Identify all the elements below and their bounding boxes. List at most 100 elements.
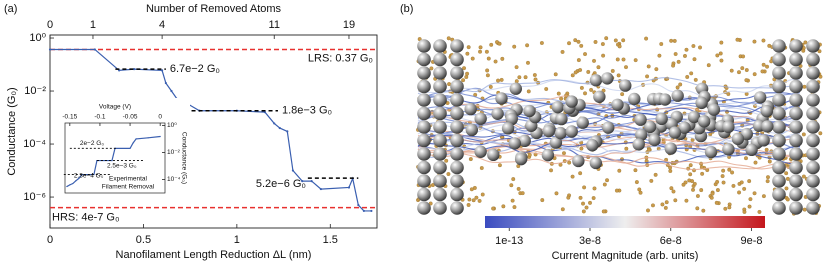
data-point	[370, 209, 373, 213]
oxygen-vacancy	[633, 168, 638, 173]
metal-atom	[806, 160, 820, 175]
oxygen-vacancy	[741, 54, 746, 59]
oxygen-vacancy	[647, 147, 651, 152]
metal-atom	[772, 160, 786, 175]
data-point	[75, 180, 77, 182]
metal-atom	[417, 120, 431, 134]
oxygen-vacancy	[512, 205, 517, 210]
metal-atom	[433, 52, 447, 67]
metal-atom	[549, 136, 563, 149]
metal-atom	[772, 79, 786, 94]
oxygen-vacancy	[683, 54, 687, 58]
oxygen-vacancy	[509, 183, 514, 188]
oxygen-vacancy	[684, 198, 689, 203]
oxygen-vacancy	[671, 63, 676, 68]
reference-label: HRS: 4e-7 G₀	[52, 212, 120, 224]
metal-atom	[772, 106, 786, 121]
metal-atom	[761, 120, 774, 133]
metal-atom	[433, 201, 447, 215]
oxygen-vacancy	[501, 204, 506, 209]
oxygen-vacancy	[581, 201, 585, 206]
simulation-render	[416, 36, 823, 216]
metal-atom	[789, 187, 803, 202]
data-point	[132, 68, 136, 71]
oxygen-vacancy	[576, 58, 581, 63]
oxygen-vacancy	[767, 159, 772, 164]
oxygen-vacancy	[817, 49, 822, 54]
data-point	[310, 179, 313, 183]
oxygen-vacancy	[695, 194, 700, 198]
metal-atom	[806, 201, 820, 215]
y-tick-label: 10⁻²	[24, 85, 46, 97]
oxygen-vacancy	[613, 38, 618, 43]
oxygen-vacancy	[583, 91, 587, 96]
metal-atom	[417, 79, 431, 94]
oxygen-vacancy	[727, 205, 732, 210]
oxygen-vacancy	[429, 66, 434, 71]
x2-tick-label: 1	[90, 19, 96, 31]
metal-atom	[450, 147, 464, 161]
inset-level-label: 2.5e−3 G₀	[107, 162, 137, 169]
oxygen-vacancy	[721, 168, 726, 173]
x2-tick-label: 4	[159, 19, 165, 31]
data-point	[273, 122, 276, 125]
oxygen-vacancy	[570, 73, 575, 78]
x-axis-title: Nanofilament Length Reduction ΔL (nm)	[116, 249, 312, 261]
oxygen-vacancy	[466, 203, 471, 207]
metal-atom	[634, 113, 647, 126]
oxygen-vacancy	[671, 189, 676, 194]
oxygen-vacancy	[560, 207, 565, 212]
oxygen-vacancy	[691, 187, 695, 192]
metal-atom	[789, 201, 803, 215]
metal-atom	[757, 134, 770, 147]
oxygen-vacancy	[669, 38, 674, 43]
metal-atom	[433, 187, 447, 202]
oxygen-vacancy	[715, 188, 720, 193]
oxygen-vacancy	[592, 58, 596, 63]
metal-atom	[707, 103, 721, 116]
metal-atom	[551, 100, 565, 114]
oxygen-vacancy	[633, 58, 638, 63]
inset-y-tick-label: 10⁻²	[167, 149, 181, 156]
oxygen-vacancy	[678, 82, 683, 87]
oxygen-vacancy	[675, 85, 680, 90]
metal-atom	[772, 93, 786, 107]
oxygen-vacancy	[719, 58, 724, 63]
colorbar-tick-label: 3e-8	[579, 235, 601, 247]
oxygen-vacancy	[485, 73, 490, 78]
oxygen-vacancy	[645, 74, 650, 79]
data-point	[66, 185, 68, 188]
oxygen-vacancy	[718, 51, 723, 56]
oxygen-vacancy	[747, 204, 752, 209]
data-point	[263, 111, 266, 114]
metal-atom	[417, 160, 431, 175]
data-point	[347, 186, 351, 189]
oxygen-vacancy	[510, 198, 515, 203]
metal-atom	[789, 120, 803, 134]
oxygen-vacancy	[491, 206, 496, 211]
metal-atom	[433, 39, 447, 53]
oxygen-vacancy	[479, 166, 484, 171]
metal-atom	[450, 133, 464, 148]
data-point	[164, 81, 167, 85]
oxygen-vacancy	[499, 77, 504, 82]
oxygen-vacancy	[526, 89, 531, 94]
data-point	[357, 203, 360, 207]
oxygen-vacancy	[582, 185, 587, 190]
metal-atom	[542, 124, 555, 138]
oxygen-vacancy	[593, 40, 598, 44]
oxygen-vacancy	[801, 132, 806, 137]
metal-atom	[417, 93, 431, 107]
oxygen-vacancy	[477, 198, 482, 203]
oxygen-vacancy	[803, 40, 808, 45]
oxygen-vacancy	[709, 195, 714, 200]
metal-atom	[450, 66, 464, 80]
oxygen-vacancy	[765, 64, 770, 69]
oxygen-vacancy	[617, 44, 622, 49]
oxygen-vacancy	[785, 176, 790, 181]
inset-y-tick-label: 10⁻⁴	[167, 176, 181, 183]
oxygen-vacancy	[478, 45, 483, 50]
metal-atom	[704, 145, 718, 159]
oxygen-vacancy	[646, 208, 650, 213]
oxygen-vacancy	[596, 65, 601, 70]
